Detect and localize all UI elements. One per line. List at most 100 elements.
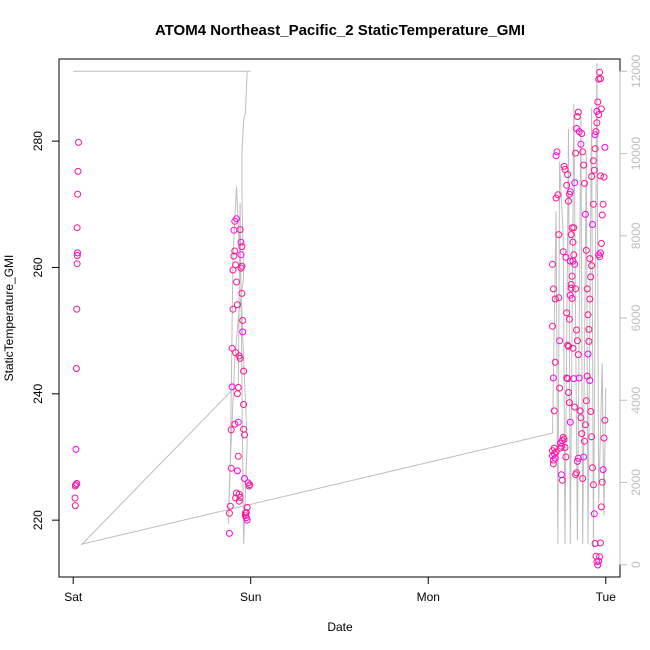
data-point [557, 471, 565, 479]
data-point [594, 561, 602, 569]
y-axis-left: 220 240 260 280 [31, 131, 60, 530]
data-point [569, 344, 577, 352]
data-point [595, 111, 603, 119]
data-point [586, 377, 594, 384]
y2-tick-label: 10000 [629, 137, 643, 171]
data-point [567, 231, 575, 239]
data-point [73, 305, 81, 313]
data-point [588, 262, 596, 270]
data-point [565, 399, 573, 407]
x-tick-label: Mon [417, 590, 440, 604]
data-point [564, 171, 572, 179]
data-point [563, 181, 571, 189]
data-point [231, 420, 239, 428]
data-point [233, 390, 241, 398]
y2-tick-label: 8000 [629, 222, 643, 249]
data-point [587, 408, 595, 415]
data-point [597, 503, 605, 511]
data-point [584, 311, 592, 319]
data-point [236, 226, 244, 234]
data-point [571, 179, 579, 187]
data-point [73, 224, 81, 232]
data-point [577, 140, 585, 148]
data-point [600, 434, 608, 442]
data-point [591, 540, 599, 547]
data-point [585, 337, 593, 345]
data-point [237, 238, 245, 246]
data-point [563, 309, 571, 317]
data-point [240, 425, 248, 433]
data-point [556, 337, 564, 345]
data-point [565, 342, 572, 350]
data-point [228, 383, 236, 391]
data-point [233, 489, 240, 497]
data-point [226, 502, 234, 510]
data-point [567, 281, 575, 288]
data-point [572, 149, 580, 157]
data-point [231, 247, 239, 255]
data-point [558, 476, 566, 484]
data-point [578, 430, 586, 438]
data-point [574, 108, 582, 116]
data-point [578, 130, 586, 137]
data-point [228, 344, 236, 352]
data-point [555, 231, 563, 239]
data-point [589, 464, 596, 472]
data-point [233, 278, 240, 286]
data-point [232, 261, 240, 269]
x-tick-label: Tue [596, 590, 617, 604]
y-tick-label: 260 [31, 257, 45, 277]
data-point [74, 190, 82, 198]
data-point [592, 128, 600, 136]
y-tick-label: 240 [31, 383, 45, 403]
y2-tick-label: 6000 [629, 304, 643, 331]
data-point [568, 224, 576, 232]
data-point [72, 445, 80, 453]
data-point [599, 466, 607, 474]
data-point [238, 243, 246, 251]
data-point [589, 157, 597, 165]
data-point [595, 557, 603, 565]
data-point [243, 504, 251, 511]
data-point [233, 467, 241, 475]
data-point [74, 167, 82, 175]
data-point [596, 253, 604, 261]
data-point [574, 454, 582, 462]
scatter-series [71, 68, 609, 569]
data-point [571, 403, 579, 411]
data-point [575, 374, 583, 382]
data-point [601, 143, 609, 151]
data-point [552, 152, 560, 160]
data-point [234, 384, 242, 391]
data-point [591, 131, 599, 139]
data-point [234, 452, 242, 460]
data-point [588, 173, 596, 180]
data-point [581, 437, 588, 445]
data-point [245, 482, 253, 490]
data-point [569, 238, 577, 246]
data-point [583, 285, 591, 293]
data-point [594, 98, 602, 106]
data-point [229, 305, 237, 313]
data-point [238, 262, 246, 270]
y2-tick-label: 4000 [629, 387, 643, 414]
data-point [564, 341, 572, 349]
data-point [559, 248, 567, 256]
plot-frame [58, 58, 621, 578]
data-point [554, 191, 562, 199]
data-point [225, 509, 233, 517]
data-point [243, 516, 251, 524]
y-tick-label: 280 [31, 131, 45, 151]
data-point [555, 294, 563, 302]
data-point [596, 553, 604, 561]
data-point [593, 119, 601, 127]
data-point [568, 272, 576, 280]
data-point [560, 435, 568, 443]
data-point [573, 337, 581, 345]
data-point [227, 426, 235, 434]
data-point [586, 295, 594, 303]
y2-tick-label: 12000 [629, 54, 643, 88]
data-point [597, 172, 604, 180]
y-tick-label: 220 [31, 510, 45, 530]
data-point [598, 478, 606, 486]
